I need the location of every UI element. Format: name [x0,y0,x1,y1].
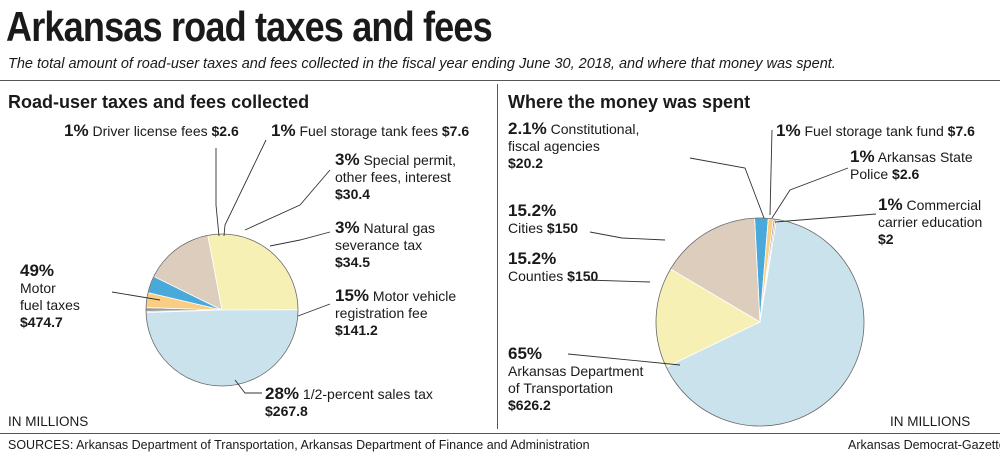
leader-line [216,148,219,236]
right-label-ardot: 65% Arkansas Department of Transportatio… [508,345,643,414]
leader-line [245,170,330,230]
right-label-constitutional: 2.1% Constitutional, fiscal agencies $20… [508,120,639,172]
leader-line [772,168,848,218]
left-label-driver-license: 1% Driver license fees $2.6 [64,122,239,140]
right-label-fuel-storage-fund: 1% Fuel storage tank fund $7.6 [776,122,975,140]
leader-line [298,304,330,316]
right-label-state-police: 1% Arkansas State Police $2.6 [850,148,973,183]
left-label-special-permit: 3% Special permit, other fees, interest … [335,151,456,203]
leader-line [270,232,330,246]
pie-charts [0,0,1000,457]
collected-slice-1-2-percent-sales-tax [208,234,298,310]
left-label-sales-tax: 28% 1/2-percent sales tax $267.8 [265,385,433,420]
right-label-counties: 15.2% Counties $150 [508,250,598,285]
left-label-motor-fuel: 49% Motor fuel taxes $474.7 [20,262,80,331]
leader-line [770,130,772,215]
left-label-natural-gas: 3% Natural gas severance tax $34.5 [335,219,435,271]
leader-line [690,158,764,218]
right-label-commercial-carrier: 1% Commercial carrier education $2 [878,196,982,248]
right-label-cities: 15.2% Cities $150 [508,202,578,237]
leader-line [775,214,876,222]
leader-line [590,232,665,240]
collected-slice-motor-fuel-taxes [146,310,298,386]
left-label-fuel-storage: 1% Fuel storage tank fees $7.6 [271,122,469,140]
left-label-motor-vehicle: 15% Motor vehicle registration fee $141.… [335,287,456,339]
leader-line [224,140,266,236]
